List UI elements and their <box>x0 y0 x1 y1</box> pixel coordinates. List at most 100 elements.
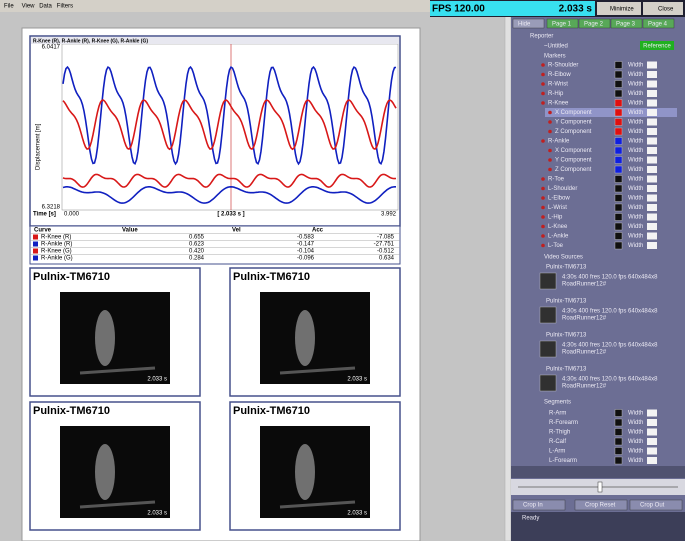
width-label: Width <box>628 139 643 145</box>
width-label: Width <box>628 234 643 240</box>
color-swatch[interactable] <box>614 165 623 174</box>
reference-button[interactable] <box>640 41 674 50</box>
slider-thumb[interactable] <box>597 481 603 493</box>
width-box[interactable] <box>647 213 657 221</box>
color-swatch[interactable] <box>614 70 623 79</box>
segment-item: R-Calf <box>549 439 566 445</box>
marker-dot <box>541 177 545 181</box>
color-swatch[interactable] <box>614 99 623 107</box>
curve <box>62 173 397 188</box>
width-box[interactable] <box>647 428 657 436</box>
video-time: 2.033 s <box>347 511 367 517</box>
color-swatch[interactable] <box>614 232 623 240</box>
x-label: Time [s] <box>33 212 56 218</box>
color-swatch[interactable] <box>614 118 623 126</box>
color-swatch[interactable] <box>614 456 623 465</box>
color-swatch[interactable] <box>614 127 623 136</box>
treadmill <box>79 366 156 375</box>
width-box[interactable] <box>647 80 657 88</box>
marker-dot <box>548 129 552 134</box>
width-box[interactable] <box>647 118 657 126</box>
width-box[interactable] <box>647 156 657 164</box>
menu-item: File <box>4 4 14 10</box>
marker-dot <box>541 215 545 219</box>
close-button[interactable] <box>643 2 683 15</box>
tree-item: L-Knee <box>548 224 568 230</box>
color-swatch[interactable] <box>614 156 623 164</box>
width-label: Width <box>628 439 643 445</box>
color-swatch[interactable] <box>614 241 623 250</box>
width-box[interactable] <box>647 99 657 107</box>
width-box[interactable] <box>647 204 657 211</box>
color-swatch[interactable] <box>614 80 623 88</box>
tree-item: R-Ankle <box>548 139 570 145</box>
width-box[interactable] <box>647 61 657 69</box>
chart-title: R-Knee (R), R-Ankle (R), R-Knee (G), R-A… <box>33 38 148 44</box>
tab[interactable] <box>610 18 643 29</box>
width-box[interactable] <box>647 194 657 202</box>
color-swatch[interactable] <box>614 447 623 455</box>
width-box[interactable] <box>647 223 657 230</box>
width-box[interactable] <box>647 409 657 417</box>
marker-dot <box>541 72 545 77</box>
source-info: 4:30s 400 fres 120.0 fps 640x484x8 <box>562 377 658 383</box>
width-box[interactable] <box>647 457 657 464</box>
table-cell: -0.512 <box>377 249 395 255</box>
width-box[interactable] <box>647 242 657 249</box>
width-box[interactable] <box>647 109 657 116</box>
tab[interactable] <box>512 18 545 29</box>
color-swatch[interactable] <box>614 418 623 427</box>
width-label: Width <box>628 167 643 173</box>
crop-reset-button[interactable] <box>574 499 628 511</box>
width-box[interactable] <box>647 147 657 154</box>
width-box[interactable] <box>647 166 657 173</box>
segment-item: R-Arm <box>549 411 566 417</box>
color-swatch[interactable] <box>614 61 623 69</box>
tab[interactable] <box>642 18 675 29</box>
playback-bar[interactable] <box>511 466 685 478</box>
color-swatch[interactable] <box>614 175 623 183</box>
width-box[interactable] <box>647 90 657 97</box>
crop-out-button[interactable] <box>629 499 683 511</box>
source-name: Pulnix-TM6713 <box>546 299 587 305</box>
scrollbar[interactable] <box>504 11 512 541</box>
width-box[interactable] <box>647 419 657 426</box>
color-swatch[interactable] <box>614 222 623 231</box>
tab[interactable] <box>546 18 579 29</box>
x-start: 0.000 <box>64 212 80 218</box>
color-swatch[interactable] <box>614 213 623 221</box>
color-swatch[interactable] <box>614 89 623 98</box>
tree-root: Reporter <box>530 34 553 40</box>
tree-item: R-Shoulder <box>548 63 578 69</box>
color-swatch[interactable] <box>614 108 623 117</box>
width-box[interactable] <box>647 137 657 145</box>
color-swatch[interactable] <box>614 137 623 145</box>
width-box[interactable] <box>647 128 657 135</box>
crop-in-button[interactable] <box>512 499 566 511</box>
color-swatch[interactable] <box>614 146 623 155</box>
width-label: Width <box>628 186 643 192</box>
color-swatch[interactable] <box>614 409 623 417</box>
width-box[interactable] <box>647 175 657 183</box>
source-thumb <box>539 272 557 290</box>
width-box[interactable] <box>647 447 657 455</box>
fps: FPS 120.00 <box>432 4 485 15</box>
width-label: Width <box>628 72 643 78</box>
color-swatch[interactable] <box>614 194 623 202</box>
chart-title-bar <box>31 37 399 44</box>
row-highlight <box>545 108 677 117</box>
marker-dot <box>541 224 545 229</box>
tab[interactable] <box>578 18 611 29</box>
width-box[interactable] <box>647 71 657 78</box>
width-box[interactable] <box>647 232 657 240</box>
video-title: Pulnix-TM6710 <box>33 271 110 283</box>
width-box[interactable] <box>647 185 657 192</box>
width-box[interactable] <box>647 438 657 445</box>
minimize-button[interactable] <box>597 2 641 15</box>
color-swatch[interactable] <box>614 203 623 212</box>
color-swatch[interactable] <box>614 428 623 436</box>
color-swatch[interactable] <box>614 437 623 446</box>
tree-item: R-Wrist <box>548 82 568 88</box>
tree-video-sources: Video Sources <box>544 255 583 261</box>
color-swatch[interactable] <box>614 184 623 193</box>
